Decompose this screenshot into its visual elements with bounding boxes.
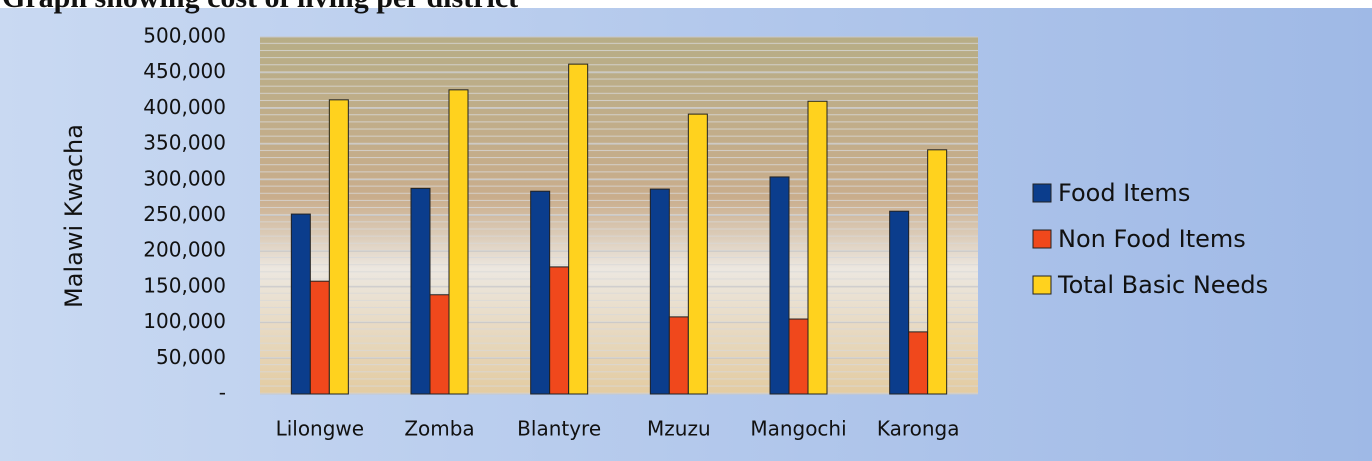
y-tick-label: 500,000	[143, 24, 226, 48]
bar	[310, 281, 329, 394]
bar	[569, 64, 588, 394]
bar	[430, 295, 449, 394]
legend-swatch	[1033, 184, 1051, 202]
y-tick-label: 100,000	[143, 309, 226, 333]
bar	[291, 214, 310, 394]
y-tick-label: 250,000	[143, 202, 226, 226]
x-tick-label: Mangochi	[750, 417, 846, 441]
bar	[650, 189, 669, 394]
x-tick-label: Karonga	[877, 417, 960, 441]
chart-title: Graph showing cost of living per distric…	[2, 0, 518, 14]
chart: Graph showing cost of living per distric…	[0, 0, 1372, 461]
bar	[770, 177, 789, 394]
y-tick-label: 50,000	[156, 345, 226, 369]
page: Graph showing cost of living per distric…	[0, 0, 1372, 461]
legend-swatch	[1033, 230, 1051, 248]
x-tick-label: Zomba	[404, 417, 474, 441]
y-tick-label: 350,000	[143, 131, 226, 155]
bar	[928, 150, 947, 394]
legend-label: Food Items	[1058, 179, 1190, 207]
legend-swatch	[1033, 276, 1051, 294]
y-tick-label: 200,000	[143, 238, 226, 262]
y-tick-label: 400,000	[143, 95, 226, 119]
bar	[808, 101, 827, 394]
y-tick-label: -	[219, 381, 226, 405]
y-tick-label: 150,000	[143, 273, 226, 297]
bar	[789, 319, 808, 394]
bar	[449, 90, 468, 394]
y-tick-label: 450,000	[143, 59, 226, 83]
bar	[890, 211, 909, 394]
bar	[411, 188, 430, 394]
bar	[909, 332, 928, 394]
legend-label: Non Food Items	[1058, 225, 1246, 253]
x-tick-label: Lilongwe	[276, 417, 365, 441]
legend-label: Total Basic Needs	[1057, 271, 1268, 299]
bar	[531, 191, 550, 394]
bar	[669, 317, 688, 394]
y-tick-label: 300,000	[143, 166, 226, 190]
bar	[329, 100, 348, 394]
x-tick-label: Mzuzu	[647, 417, 711, 441]
bar	[550, 267, 569, 394]
bar	[688, 114, 707, 394]
x-tick-label: Blantyre	[517, 417, 601, 441]
y-axis-label: Malawi Kwacha	[60, 124, 88, 308]
